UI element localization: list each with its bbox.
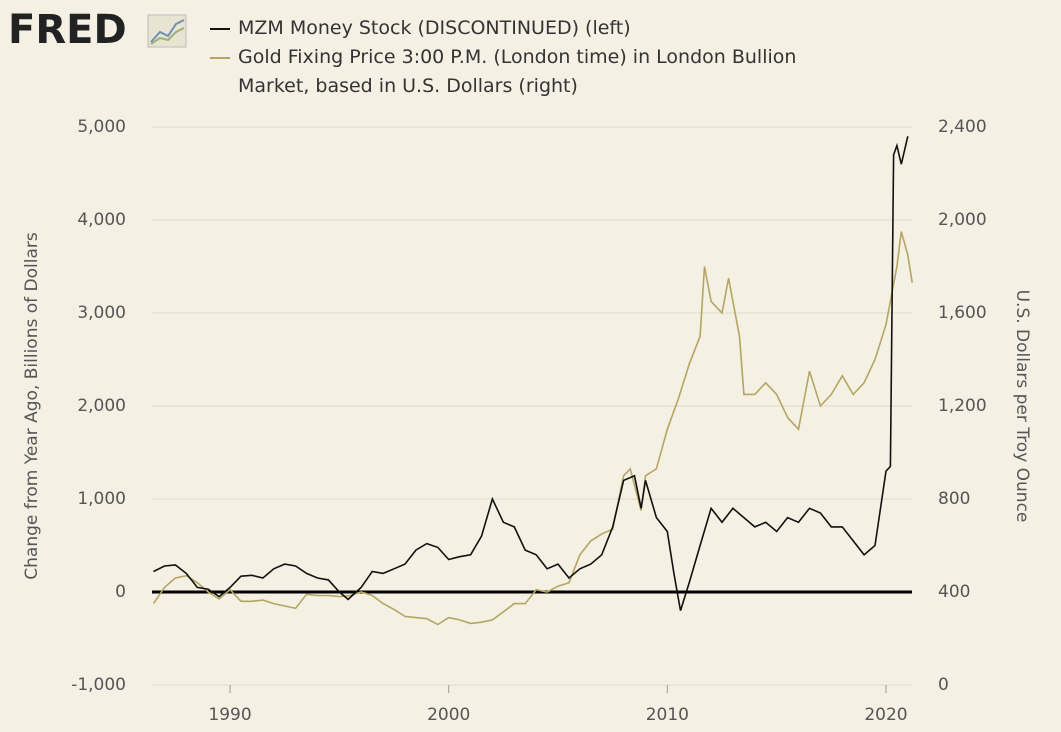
series-line: [152, 231, 913, 626]
x-tick-label: 1990: [208, 705, 251, 725]
x-tick-label: 2020: [864, 705, 907, 725]
y-tick-label: 5,000: [77, 117, 126, 137]
y2-tick-label: 1,200: [938, 396, 987, 416]
logo-icon: [147, 14, 187, 48]
y2-tick-label: 2,000: [938, 210, 987, 230]
legend: MZM Money Stock (DISCONTINUED) (left) Gol…: [206, 14, 846, 101]
x-tick-label: 2010: [646, 705, 689, 725]
legend-swatch: [210, 28, 230, 30]
legend-swatch: [210, 57, 230, 59]
legend-label: MZM Money Stock (DISCONTINUED) (left): [238, 17, 631, 39]
y-axis-title: Change from Year Ago, Billions of Dollar…: [22, 232, 42, 580]
y-tick-label: 4,000: [77, 210, 126, 230]
y2-tick-label: 1,600: [938, 303, 987, 323]
y-tick-label: 2,000: [77, 396, 126, 416]
legend-entry: Gold Fixing Price 3:00 P.M. (London time…: [206, 43, 846, 101]
y2-tick-label: 400: [938, 582, 970, 602]
x-tick-label: 2000: [427, 705, 470, 725]
y-tick-label: 3,000: [77, 303, 126, 323]
y2-tick-label: 0: [938, 675, 949, 695]
y2-tick-label: 2,400: [938, 117, 987, 137]
y-tick-label: 0: [115, 582, 126, 602]
y2-tick-label: 800: [938, 489, 970, 509]
y-tick-label: 1,000: [77, 489, 126, 509]
y-tick-label: -1,000: [71, 675, 126, 695]
series-line: [153, 136, 909, 611]
legend-label: Gold Fixing Price 3:00 P.M. (London time…: [238, 46, 797, 97]
legend-entry: MZM Money Stock (DISCONTINUED) (left): [206, 14, 846, 43]
y2-axis-title: U.S. Dollars per Troy Ounce: [1012, 290, 1032, 523]
logo: FRED: [8, 7, 127, 53]
